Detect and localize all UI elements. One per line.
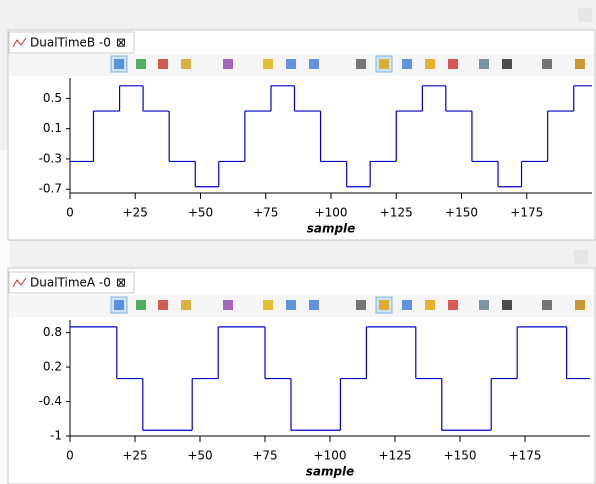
toolbar-icon [158, 59, 168, 69]
toolbar-icon [286, 300, 296, 310]
tab-icon [12, 37, 27, 48]
toolbar [9, 295, 594, 317]
tab[interactable] [8, 271, 135, 294]
x-tick-label: +175 [510, 206, 543, 220]
x-axis-label: sample [307, 222, 356, 236]
x-tick-label: +75 [252, 449, 277, 463]
toolbar-icon [223, 59, 233, 69]
toolbar-icon [425, 59, 435, 69]
y-tick-label: 0.1 [43, 121, 62, 135]
y-tick-label: -0.7 [39, 182, 62, 196]
toolbar-icon [542, 59, 552, 69]
tab-title[interactable]: DualTimeA -0 [30, 276, 111, 290]
x-tick-label: +125 [379, 449, 412, 463]
tab[interactable] [8, 31, 135, 54]
x-tick-label: +125 [380, 206, 413, 220]
x-tick-label: +150 [445, 206, 478, 220]
tab-icon [12, 277, 27, 288]
y-tick-label: -0.3 [39, 151, 62, 165]
x-tick-label: +75 [253, 206, 278, 220]
toolbar-icon [286, 59, 296, 69]
x-tick-label: +175 [509, 449, 542, 463]
toolbar-icon [356, 59, 366, 69]
toolbar-icon [575, 300, 585, 310]
x-tick-label: +150 [444, 449, 477, 463]
y-tick-label: 0.2 [43, 360, 62, 374]
toolbar-icon [263, 300, 273, 310]
toolbar-icon [502, 300, 512, 310]
toolbar-icon [379, 59, 389, 69]
tab-close[interactable]: ⊠ [116, 276, 126, 290]
toolbar-icon [263, 59, 273, 69]
window-button[interactable] [578, 8, 592, 22]
tab-title[interactable]: DualTimeB -0 [30, 36, 111, 50]
toolbar-icon [402, 300, 412, 310]
toolbar-icon [181, 300, 191, 310]
x-tick-label: 0 [66, 206, 74, 220]
side-panel [0, 150, 10, 484]
y-tick-label: -1 [50, 429, 62, 443]
toolbar-icon [181, 59, 191, 69]
plot-area [70, 78, 592, 193]
toolbar-icon [479, 59, 489, 69]
toolbar-icon [379, 300, 389, 310]
toolbar-icon [114, 300, 124, 310]
x-tick-label: +100 [314, 449, 347, 463]
toolbar-icon [542, 300, 552, 310]
toolbar-icon [309, 59, 319, 69]
x-tick-label: +50 [188, 206, 213, 220]
toolbar-icon [309, 300, 319, 310]
toolbar-icon [136, 300, 146, 310]
x-tick-label: 0 [66, 449, 74, 463]
window-button[interactable] [574, 250, 588, 264]
toolbar-icon [356, 300, 366, 310]
toolbar [9, 54, 594, 76]
x-tick-label: +25 [122, 449, 147, 463]
toolbar-icon [502, 59, 512, 69]
x-axis-label: sample [306, 465, 355, 479]
y-tick-label: 0.8 [43, 325, 62, 339]
toolbar-icon [223, 300, 233, 310]
toolbar-icon [479, 300, 489, 310]
y-tick-label: -0.4 [39, 394, 62, 408]
toolbar-icon [448, 59, 458, 69]
x-tick-label: +100 [315, 206, 348, 220]
toolbar-icon [114, 59, 124, 69]
x-tick-label: +25 [123, 206, 148, 220]
toolbar-icon [136, 59, 146, 69]
x-tick-label: +50 [187, 449, 212, 463]
toolbar-icon [402, 59, 412, 69]
tab-close[interactable]: ⊠ [116, 36, 126, 50]
y-tick-label: 0.5 [43, 91, 62, 105]
toolbar-icon [575, 59, 585, 69]
toolbar-icon [448, 300, 458, 310]
toolbar-icon [425, 300, 435, 310]
toolbar-icon [158, 300, 168, 310]
